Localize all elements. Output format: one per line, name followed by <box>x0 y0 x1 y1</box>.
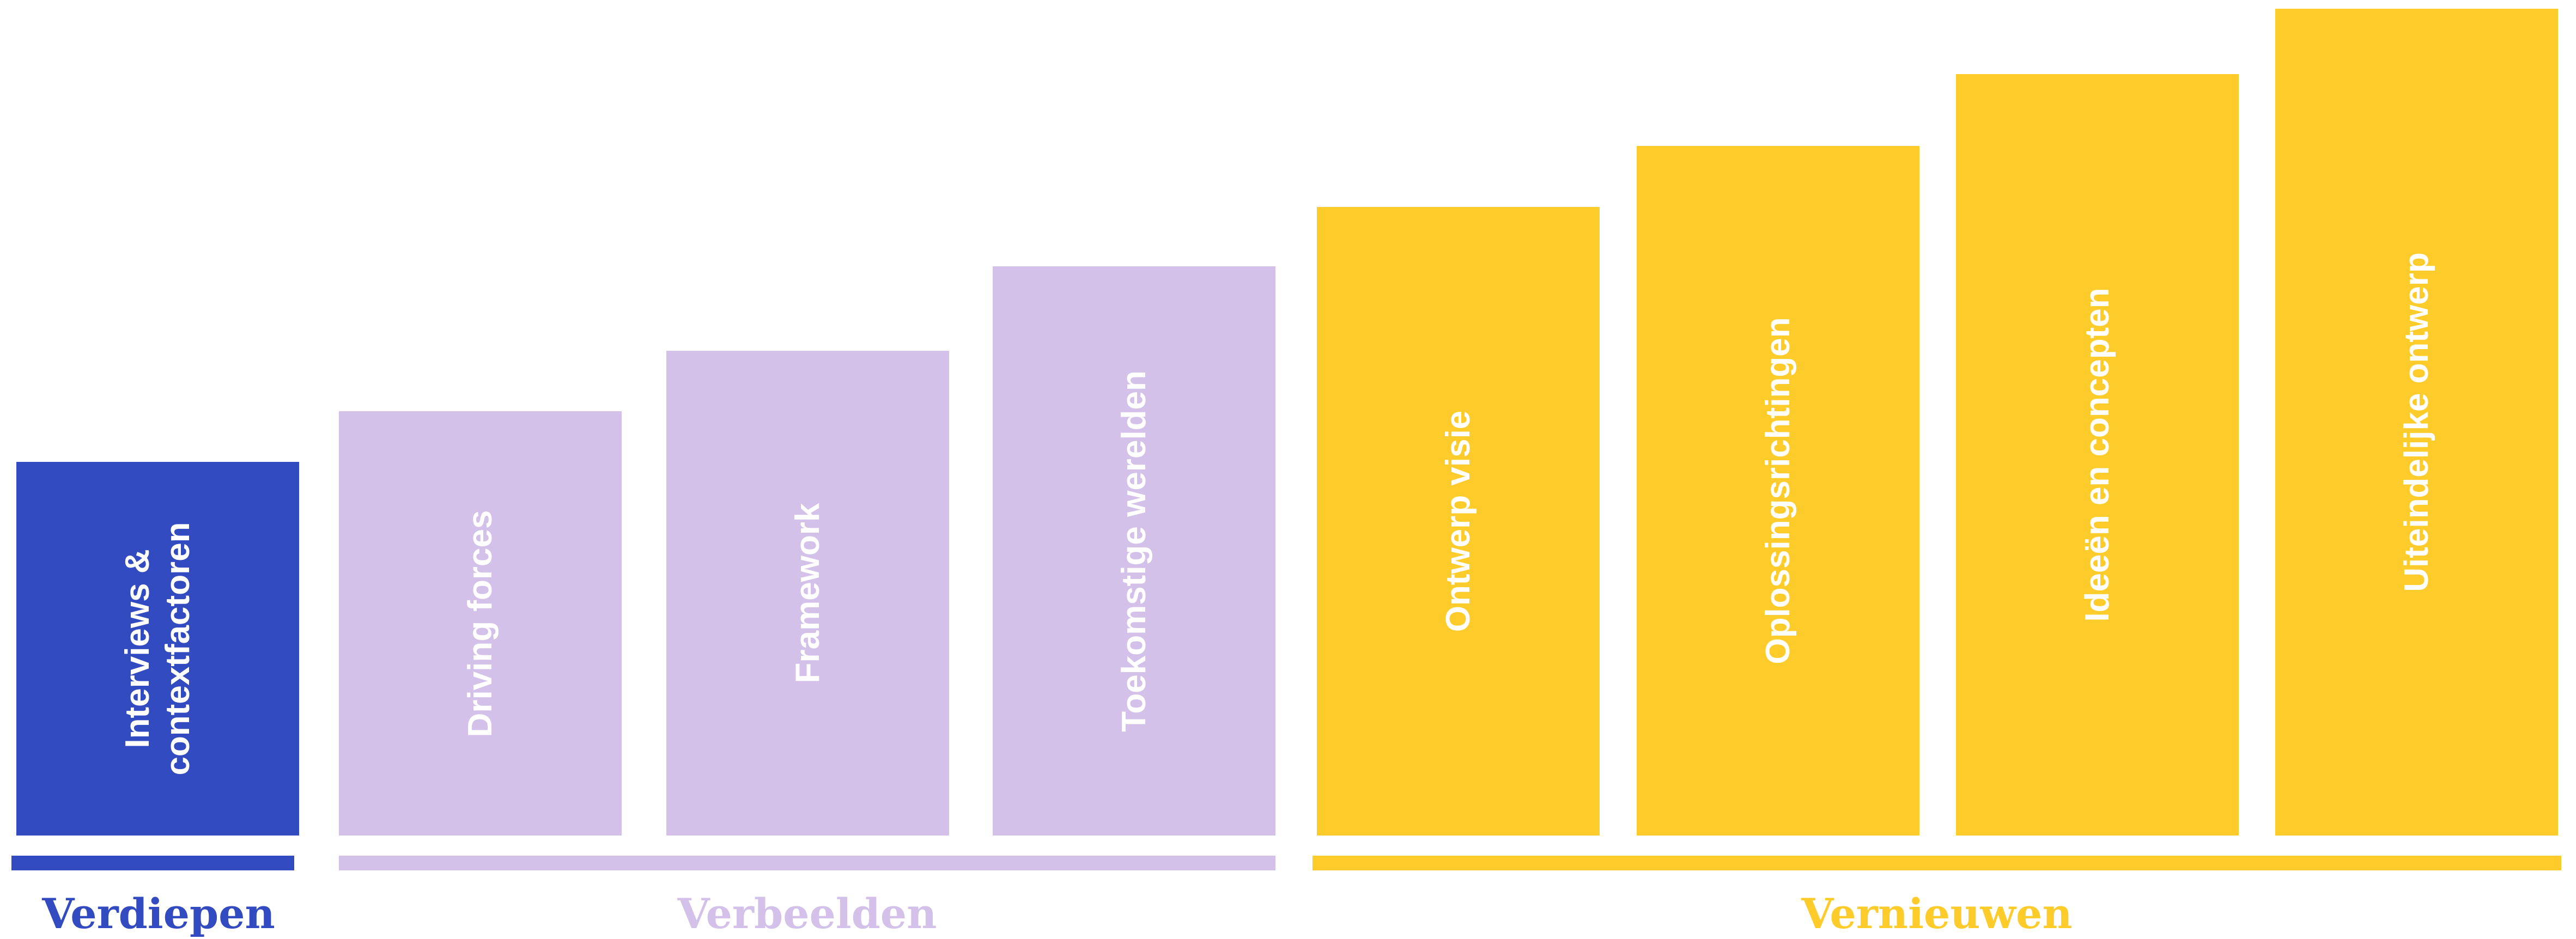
step-label-line-1: Ideeën en concepten <box>2078 288 2116 622</box>
step-bar-ideeen-en-concepten: Ideeën en concepten <box>1956 74 2239 836</box>
step-bar-framework: Framework <box>666 351 949 836</box>
step-label-line-1: Uiteindelijke ontwerp <box>2397 252 2435 592</box>
step-label-line-1: Oplossingsrichtingen <box>1759 317 1797 664</box>
step-label: Oplossingsrichtingen <box>1758 317 1799 664</box>
step-label-line-1: Driving forces <box>461 510 499 737</box>
step-label: Framework <box>788 503 828 684</box>
step-label: Ideeën en concepten <box>2077 288 2118 621</box>
step-label: Uiteindelijke ontwerp <box>2397 252 2437 592</box>
step-label: Driving forces <box>460 510 501 737</box>
step-label-line-2: contextfactoren <box>159 522 197 776</box>
group-line-verdiepen <box>11 856 294 870</box>
step-bar-oplossingsrichtingen: Oplossingsrichtingen <box>1637 146 1919 836</box>
group-label-verbeelden: Verbeelden <box>677 889 937 938</box>
step-bar-ontwerp-visie: Ontwerp visie <box>1317 207 1600 836</box>
step-label-line-1: Interviews & <box>118 549 156 748</box>
step-bar-uiteindelijke-ontwerp: Uiteindelijke ontwerp <box>2275 9 2558 836</box>
group-label-vernieuwen: Vernieuwen <box>1801 889 2073 938</box>
step-bar-toekomstige-werelden: Toekomstige werelden <box>993 266 1275 836</box>
step-label: Interviews & contextfactoren <box>118 522 198 775</box>
group-line-verbeelden <box>339 856 1275 870</box>
step-bar-driving-forces: Driving forces <box>339 411 622 836</box>
group-label-verdiepen: Verdiepen <box>42 889 275 938</box>
step-label-line-1: Ontwerp visie <box>1439 410 1477 632</box>
step-label: Toekomstige werelden <box>1114 370 1155 732</box>
step-bar-interviews: Interviews & contextfactoren <box>16 462 299 836</box>
group-line-vernieuwen <box>1313 856 2561 870</box>
step-label-line-1: Toekomstige werelden <box>1115 370 1153 732</box>
step-label: Ontwerp visie <box>1438 411 1479 632</box>
step-label-line-1: Framework <box>788 503 827 684</box>
